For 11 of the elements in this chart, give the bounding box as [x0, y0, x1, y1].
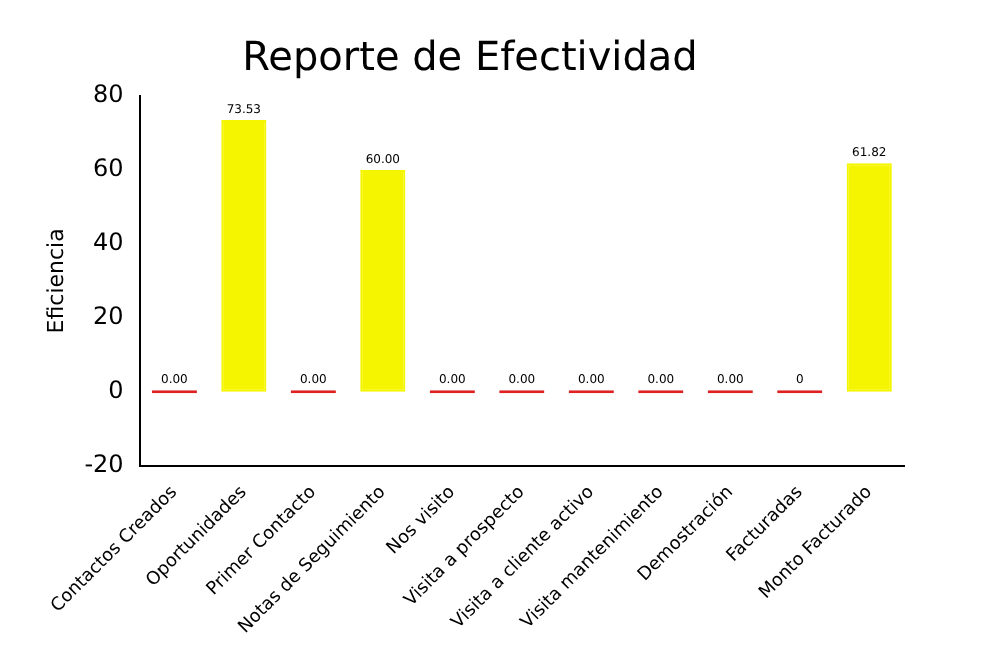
y-tick-label: 60: [93, 154, 124, 183]
bar: [360, 169, 406, 392]
y-tick-label: 0: [108, 376, 124, 405]
bar: [221, 119, 267, 392]
y-tick-label: 20: [93, 302, 124, 331]
y-tick-label: 80: [93, 80, 124, 109]
chart-title: Reporte de Efectividad: [242, 32, 698, 81]
y-tick-label: 40: [93, 228, 124, 257]
bar: [846, 163, 892, 392]
y-axis-title: Eficiencia: [42, 228, 69, 334]
y-tick-label: -20: [84, 450, 124, 479]
